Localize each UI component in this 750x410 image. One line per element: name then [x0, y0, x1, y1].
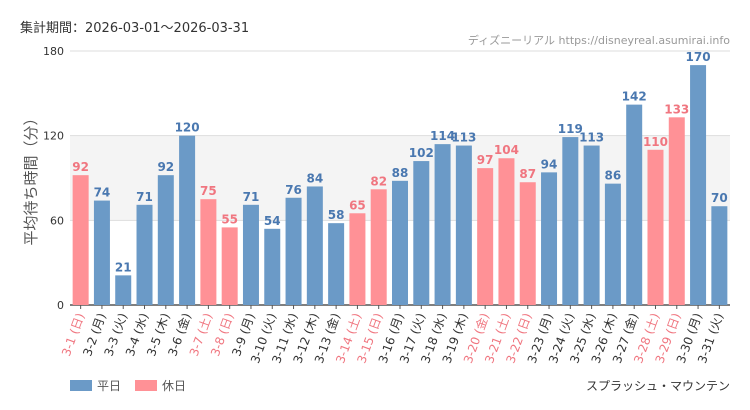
legend-label: 平日: [97, 379, 121, 393]
bar: [583, 145, 600, 305]
bar: [392, 180, 408, 305]
bar: [328, 223, 345, 305]
data-label: 84: [306, 171, 323, 185]
data-label: 76: [285, 183, 302, 197]
bar: [668, 117, 685, 305]
bar: [157, 175, 174, 305]
data-label: 114: [430, 129, 455, 143]
data-label: 113: [451, 131, 476, 145]
bar: [477, 168, 494, 305]
data-label: 97: [477, 153, 494, 167]
data-label: 74: [94, 186, 111, 200]
data-label: 70: [711, 191, 728, 205]
bar: [562, 137, 579, 305]
data-label: 65: [349, 198, 366, 212]
bar: [136, 204, 153, 305]
data-label: 113: [579, 131, 604, 145]
bar: [285, 197, 302, 305]
bar: [179, 135, 196, 305]
bar: [306, 186, 323, 305]
data-label: 75: [200, 184, 217, 198]
period-label: 集計期間：2026-03-01〜2026-03-31: [20, 21, 250, 36]
legend-swatch: [135, 380, 157, 391]
data-label: 55: [221, 212, 238, 226]
bar: [647, 149, 664, 305]
data-label: 133: [664, 102, 689, 116]
data-label: 120: [175, 121, 200, 135]
y-tick-label: 180: [43, 45, 64, 58]
y-axis-label: 平均待ち時間（分）: [22, 110, 40, 245]
bar: [604, 183, 621, 305]
bar: [626, 104, 643, 305]
bar: [115, 275, 132, 305]
data-label: 71: [243, 190, 260, 204]
bar: [455, 145, 472, 305]
bar: [93, 200, 110, 305]
bar: [434, 144, 451, 305]
bar: [221, 227, 238, 305]
data-label: 119: [558, 122, 583, 136]
data-label: 86: [605, 169, 622, 183]
bar: [690, 65, 707, 305]
bar: [200, 199, 217, 305]
data-label: 92: [157, 160, 174, 174]
attraction-name: スプラッシュ・マウンテン: [586, 379, 730, 393]
data-label: 170: [686, 50, 711, 64]
y-tick-label: 0: [57, 299, 64, 312]
data-label: 54: [264, 214, 281, 228]
credit-link[interactable]: ディズニーリアル https://disneyreal.asumirai.inf…: [467, 34, 730, 47]
legend-label: 休日: [162, 379, 186, 393]
bar: [349, 213, 366, 305]
bar: [264, 228, 281, 305]
data-label: 104: [494, 143, 519, 157]
bar: [711, 206, 728, 305]
data-label: 82: [370, 174, 387, 188]
data-label: 71: [136, 190, 153, 204]
data-label: 88: [392, 166, 409, 180]
bar: [370, 189, 387, 305]
bar: [72, 175, 89, 305]
data-label: 92: [72, 160, 89, 174]
bar: [541, 172, 558, 305]
data-label: 102: [409, 146, 434, 160]
y-tick-label: 60: [50, 214, 64, 227]
bar: [519, 182, 536, 305]
data-label: 142: [622, 90, 647, 104]
bar: [242, 204, 259, 305]
legend-swatch: [70, 380, 92, 391]
data-label: 110: [643, 135, 668, 149]
bar: [413, 161, 430, 305]
bar: [498, 158, 515, 305]
data-label: 94: [541, 157, 558, 171]
data-label: 58: [328, 208, 345, 222]
y-tick-label: 120: [43, 130, 64, 143]
data-label: 87: [519, 167, 536, 181]
data-label: 21: [115, 260, 132, 274]
